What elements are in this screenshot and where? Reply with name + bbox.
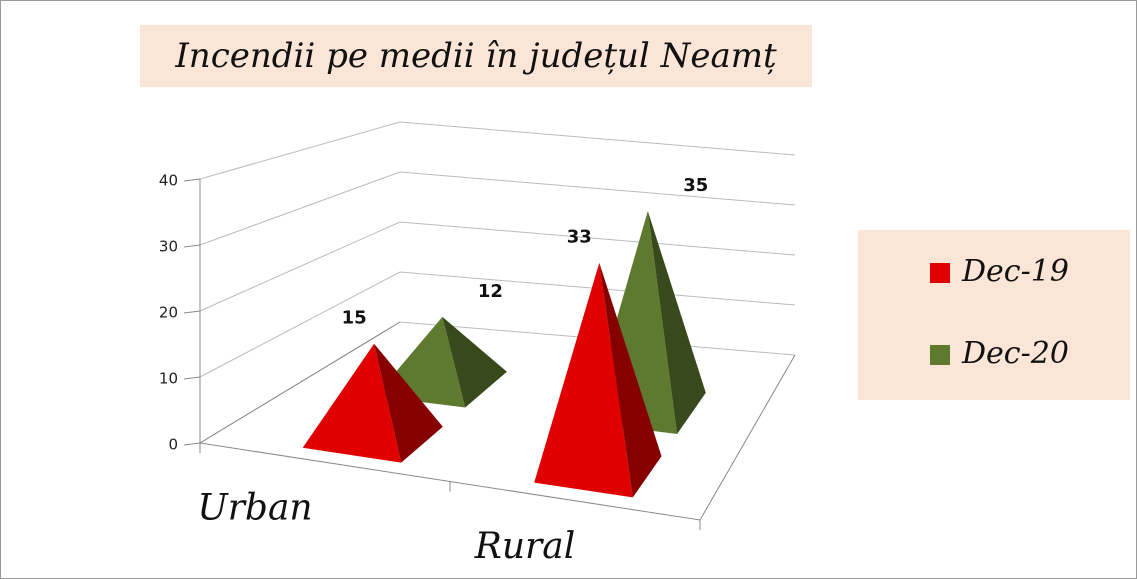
y-tick xyxy=(183,442,201,446)
y-tick xyxy=(183,376,201,380)
pyramid-side xyxy=(374,343,443,463)
legend-box xyxy=(858,230,1130,400)
grid-line xyxy=(199,171,796,246)
x-tick-label: Rural xyxy=(474,526,575,567)
pyramid-side xyxy=(599,262,662,498)
title-box xyxy=(140,25,812,87)
data-label: 15 xyxy=(342,308,367,329)
y-tick-label: 30 xyxy=(159,238,178,256)
grid-line xyxy=(199,221,796,312)
y-tick xyxy=(183,244,201,248)
legend-swatch xyxy=(930,263,950,283)
data-label: 33 xyxy=(567,227,592,248)
y-tick-label: 40 xyxy=(159,172,178,190)
x-tick-label: Urban xyxy=(197,487,312,528)
legend-label: Dec-19 xyxy=(961,254,1069,289)
y-tick xyxy=(183,178,201,182)
grid-line xyxy=(199,121,796,180)
pyramid-front xyxy=(534,262,633,498)
data-label: 35 xyxy=(683,175,708,196)
y-tick-label: 0 xyxy=(168,436,178,454)
legend-label: Dec-20 xyxy=(961,336,1069,371)
pyramid-side xyxy=(647,211,706,434)
y-tick xyxy=(183,310,201,314)
data-label: 12 xyxy=(478,281,503,302)
chart-title: Incendii pe medii în județul Neamț xyxy=(174,36,777,76)
pyramid-front xyxy=(302,343,402,463)
pyramid xyxy=(302,343,443,463)
legend-swatch xyxy=(930,345,950,365)
pyramid-side xyxy=(442,316,507,408)
pyramid xyxy=(534,262,662,498)
y-tick-label: 10 xyxy=(159,370,178,388)
y-tick-label: 20 xyxy=(159,304,178,322)
